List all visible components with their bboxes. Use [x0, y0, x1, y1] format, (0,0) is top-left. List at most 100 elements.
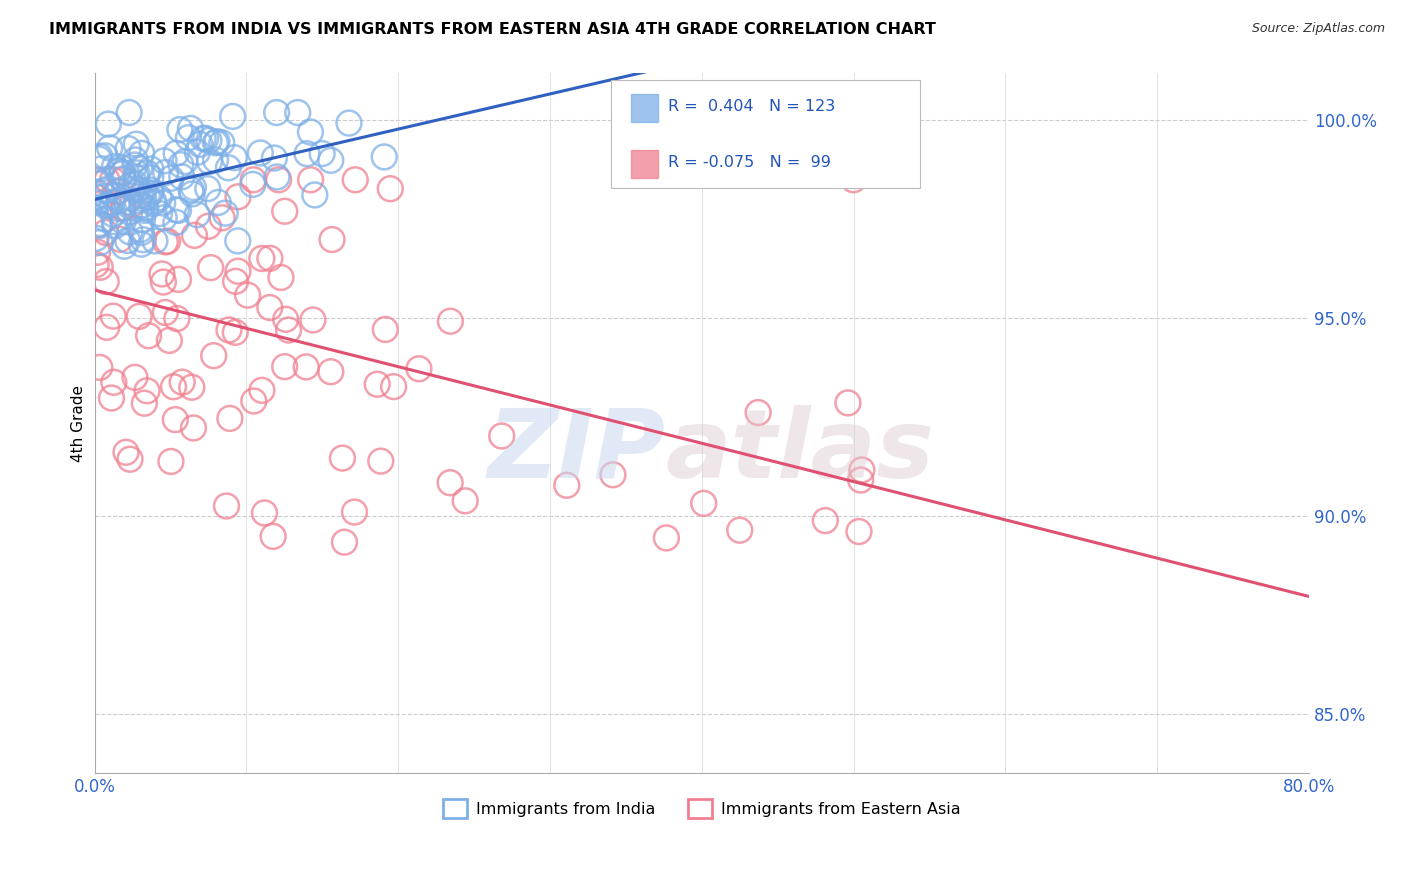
Point [311, 146, 333, 161]
Point [197, 182, 219, 196]
Point [138, 328, 160, 343]
Point [117, 142, 139, 156]
Point [259, 252, 281, 266]
Point [96, 173, 118, 187]
Point [366, 377, 388, 392]
Point [555, 478, 578, 492]
Point [108, 202, 131, 216]
Text: ZIP: ZIP [488, 405, 665, 498]
Point [202, 349, 225, 363]
Point [117, 234, 139, 248]
Point [94, 149, 117, 163]
Point [170, 169, 193, 184]
Point [96, 184, 118, 198]
Point [125, 137, 148, 152]
Point [156, 235, 179, 249]
Text: R =  0.404   N = 123: R = 0.404 N = 123 [668, 99, 835, 114]
Point [491, 429, 513, 443]
Point [160, 454, 183, 468]
Point [226, 234, 249, 248]
Point [211, 211, 233, 225]
Point [142, 196, 165, 211]
Point [274, 312, 297, 326]
Point [90, 177, 112, 191]
Point [837, 396, 859, 410]
Point [191, 131, 214, 145]
Point [302, 313, 325, 327]
Point [165, 215, 187, 229]
Point [382, 379, 405, 393]
Point [299, 125, 322, 139]
Point [319, 365, 342, 379]
Point [135, 201, 157, 215]
Point [165, 202, 187, 217]
Point [849, 473, 872, 487]
Point [848, 524, 870, 539]
Point [94, 198, 117, 212]
Point [183, 228, 205, 243]
Point [129, 237, 152, 252]
Point [155, 165, 177, 179]
Point [218, 323, 240, 337]
Point [273, 359, 295, 374]
Legend: Immigrants from India, Immigrants from Eastern Asia: Immigrants from India, Immigrants from E… [436, 792, 967, 824]
Point [274, 204, 297, 219]
Point [103, 309, 125, 323]
Point [165, 412, 187, 426]
Point [148, 191, 170, 205]
Point [132, 184, 155, 198]
Point [242, 173, 264, 187]
Point [103, 214, 125, 228]
Point [111, 167, 134, 181]
Point [224, 326, 246, 340]
Point [129, 222, 152, 236]
Text: IMMIGRANTS FROM INDIA VS IMMIGRANTS FROM EASTERN ASIA 4TH GRADE CORRELATION CHAR: IMMIGRANTS FROM INDIA VS IMMIGRANTS FROM… [49, 22, 936, 37]
Point [125, 166, 148, 180]
Point [242, 178, 264, 192]
Point [112, 173, 135, 187]
Point [728, 523, 751, 537]
Point [747, 406, 769, 420]
Text: atlas: atlas [665, 405, 935, 498]
Point [84, 258, 107, 272]
Point [319, 153, 342, 168]
Point [131, 198, 153, 212]
Point [370, 454, 392, 468]
Point [118, 225, 141, 239]
Point [134, 203, 156, 218]
Point [94, 183, 117, 197]
Point [374, 322, 396, 336]
Point [277, 323, 299, 337]
Point [134, 396, 156, 410]
Point [118, 205, 141, 219]
Point [125, 194, 148, 208]
Text: Source: ZipAtlas.com: Source: ZipAtlas.com [1251, 22, 1385, 36]
Point [160, 171, 183, 186]
Point [87, 218, 110, 232]
Point [169, 122, 191, 136]
Point [236, 288, 259, 302]
Point [157, 334, 180, 348]
Point [602, 467, 624, 482]
Point [337, 116, 360, 130]
Point [124, 370, 146, 384]
Point [152, 275, 174, 289]
Point [165, 146, 187, 161]
Point [84, 195, 107, 210]
Point [204, 136, 226, 150]
Point [101, 173, 124, 187]
Point [96, 275, 118, 289]
Point [155, 235, 177, 249]
Point [115, 194, 138, 209]
Point [111, 165, 134, 179]
Point [180, 183, 202, 197]
Point [118, 105, 141, 120]
Point [205, 135, 228, 149]
Point [150, 267, 173, 281]
Point [87, 152, 110, 166]
Point [373, 150, 395, 164]
Point [200, 260, 222, 275]
Point [86, 245, 108, 260]
Point [380, 182, 402, 196]
Point [87, 219, 110, 233]
